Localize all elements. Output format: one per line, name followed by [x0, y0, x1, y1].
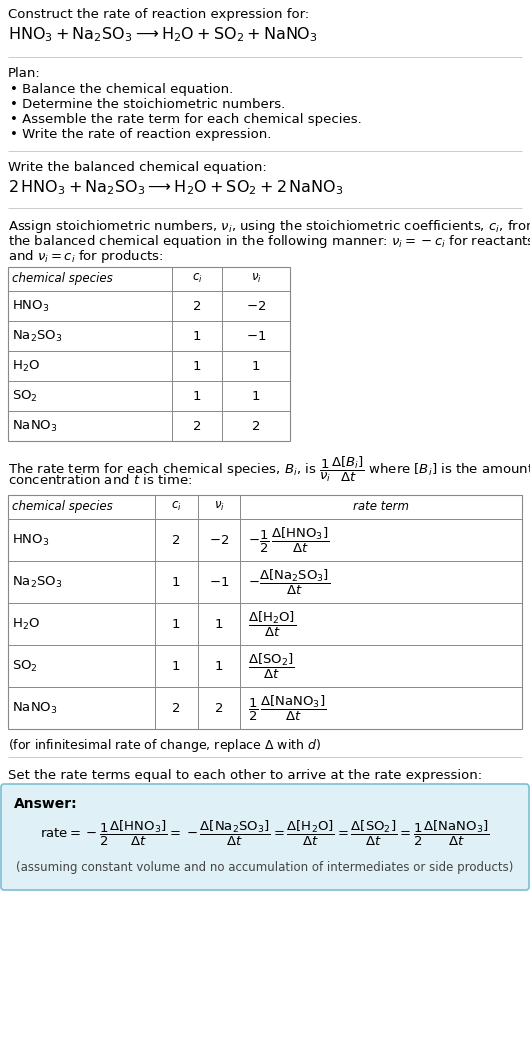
- Text: 2: 2: [193, 299, 201, 313]
- Text: $\mathrm{HNO_3 + Na_2SO_3 \longrightarrow H_2O + SO_2 + NaNO_3}$: $\mathrm{HNO_3 + Na_2SO_3 \longrightarro…: [8, 25, 318, 44]
- Text: $\mathrm{SO_2}$: $\mathrm{SO_2}$: [12, 658, 38, 674]
- Text: 2: 2: [193, 419, 201, 432]
- Text: $\dfrac{\Delta[\mathrm{H_2O}]}{\Delta t}$: $\dfrac{\Delta[\mathrm{H_2O}]}{\Delta t}…: [248, 610, 296, 639]
- Text: 1: 1: [172, 659, 180, 673]
- Text: $\nu_i$: $\nu_i$: [214, 500, 224, 514]
- Text: The rate term for each chemical species, $B_i$, is $\dfrac{1}{\nu_i}\dfrac{\Delt: The rate term for each chemical species,…: [8, 455, 530, 484]
- Text: $\mathrm{NaNO_3}$: $\mathrm{NaNO_3}$: [12, 701, 58, 715]
- Text: Plan:: Plan:: [8, 67, 41, 79]
- Text: $\nu_i$: $\nu_i$: [251, 272, 261, 286]
- Text: • Assemble the rate term for each chemical species.: • Assemble the rate term for each chemic…: [10, 113, 362, 126]
- Text: 1: 1: [252, 360, 260, 372]
- Text: $\mathrm{H_2O}$: $\mathrm{H_2O}$: [12, 359, 40, 373]
- Text: 1: 1: [172, 617, 180, 631]
- Text: rate term: rate term: [353, 500, 409, 513]
- Text: Construct the rate of reaction expression for:: Construct the rate of reaction expressio…: [8, 8, 309, 21]
- Text: concentration and $t$ is time:: concentration and $t$ is time:: [8, 473, 192, 487]
- Text: $-\dfrac{1}{2}\,\dfrac{\Delta[\mathrm{HNO_3}]}{\Delta t}$: $-\dfrac{1}{2}\,\dfrac{\Delta[\mathrm{HN…: [248, 525, 330, 554]
- Text: $\mathrm{Na_2SO_3}$: $\mathrm{Na_2SO_3}$: [12, 328, 63, 343]
- Text: Set the rate terms equal to each other to arrive at the rate expression:: Set the rate terms equal to each other t…: [8, 769, 482, 782]
- Text: $\mathrm{SO_2}$: $\mathrm{SO_2}$: [12, 388, 38, 404]
- Text: $c_i$: $c_i$: [171, 500, 181, 514]
- Text: 2: 2: [252, 419, 260, 432]
- Text: 1: 1: [252, 389, 260, 403]
- Text: $\mathrm{Na_2SO_3}$: $\mathrm{Na_2SO_3}$: [12, 574, 63, 590]
- Text: 1: 1: [193, 389, 201, 403]
- Bar: [8, 495, 522, 729]
- Text: 1: 1: [193, 329, 201, 342]
- Text: $\mathrm{HNO_3}$: $\mathrm{HNO_3}$: [12, 532, 49, 547]
- Text: $\dfrac{1}{2}\,\dfrac{\Delta[\mathrm{NaNO_3}]}{\Delta t}$: $\dfrac{1}{2}\,\dfrac{\Delta[\mathrm{NaN…: [248, 693, 326, 723]
- Text: $-1$: $-1$: [246, 329, 266, 342]
- Text: Assign stoichiometric numbers, $\nu_i$, using the stoichiometric coefficients, $: Assign stoichiometric numbers, $\nu_i$, …: [8, 218, 530, 235]
- Text: $-\dfrac{\Delta[\mathrm{Na_2SO_3}]}{\Delta t}$: $-\dfrac{\Delta[\mathrm{Na_2SO_3}]}{\Del…: [248, 567, 330, 596]
- Text: 2: 2: [215, 702, 223, 714]
- Text: chemical species: chemical species: [12, 272, 113, 285]
- Text: • Write the rate of reaction expression.: • Write the rate of reaction expression.: [10, 128, 271, 141]
- Text: 1: 1: [193, 360, 201, 372]
- Text: 2: 2: [172, 702, 180, 714]
- Text: $\mathrm{NaNO_3}$: $\mathrm{NaNO_3}$: [12, 418, 58, 433]
- Text: $-2$: $-2$: [246, 299, 266, 313]
- Bar: [8, 267, 290, 441]
- Text: the balanced chemical equation in the following manner: $\nu_i = -c_i$ for react: the balanced chemical equation in the fo…: [8, 233, 530, 250]
- Text: $c_i$: $c_i$: [192, 272, 202, 286]
- Text: chemical species: chemical species: [12, 500, 113, 513]
- Text: $\mathrm{2\,HNO_3 + Na_2SO_3 \longrightarrow H_2O + SO_2 + 2\,NaNO_3}$: $\mathrm{2\,HNO_3 + Na_2SO_3 \longrighta…: [8, 178, 343, 197]
- Text: $-1$: $-1$: [209, 575, 229, 589]
- Text: Write the balanced chemical equation:: Write the balanced chemical equation:: [8, 161, 267, 174]
- Text: $\mathrm{rate} = -\dfrac{1}{2}\dfrac{\Delta[\mathrm{HNO_3}]}{\Delta t} = -\dfrac: $\mathrm{rate} = -\dfrac{1}{2}\dfrac{\De…: [40, 819, 490, 848]
- Text: (for infinitesimal rate of change, replace $\Delta$ with $d$): (for infinitesimal rate of change, repla…: [8, 737, 321, 754]
- FancyBboxPatch shape: [1, 784, 529, 890]
- Text: • Balance the chemical equation.: • Balance the chemical equation.: [10, 83, 233, 96]
- Text: 1: 1: [215, 659, 223, 673]
- Text: 2: 2: [172, 533, 180, 546]
- Text: 1: 1: [172, 575, 180, 589]
- Text: $\dfrac{\Delta[\mathrm{SO_2}]}{\Delta t}$: $\dfrac{\Delta[\mathrm{SO_2}]}{\Delta t}…: [248, 652, 295, 681]
- Text: $-2$: $-2$: [209, 533, 229, 546]
- Text: (assuming constant volume and no accumulation of intermediates or side products): (assuming constant volume and no accumul…: [16, 861, 514, 874]
- Text: $\mathrm{HNO_3}$: $\mathrm{HNO_3}$: [12, 298, 49, 314]
- Text: • Determine the stoichiometric numbers.: • Determine the stoichiometric numbers.: [10, 98, 285, 111]
- Text: and $\nu_i = c_i$ for products:: and $\nu_i = c_i$ for products:: [8, 248, 164, 265]
- Text: Answer:: Answer:: [14, 797, 77, 811]
- Text: 1: 1: [215, 617, 223, 631]
- Text: $\mathrm{H_2O}$: $\mathrm{H_2O}$: [12, 616, 40, 632]
